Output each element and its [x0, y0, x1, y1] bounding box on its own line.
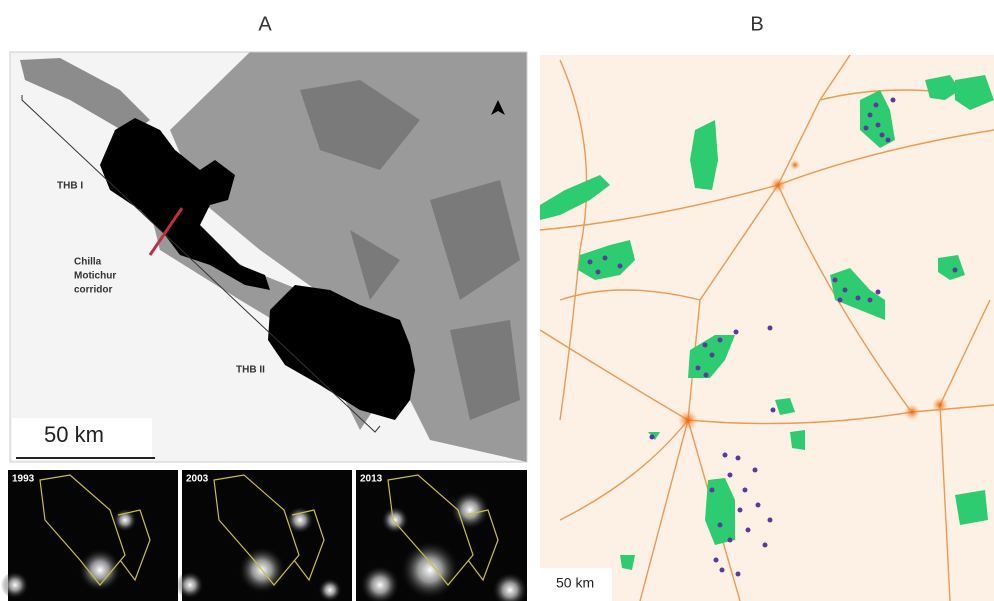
scale-label: 50 km	[44, 422, 104, 447]
map-label: THB II	[236, 365, 265, 376]
inset: 2013	[356, 470, 528, 601]
scale-label: 50 km	[556, 575, 594, 591]
inset-year: 2003	[186, 474, 209, 485]
panel-label: B	[750, 13, 763, 35]
map-b	[540, 55, 994, 601]
figure: A B THB I Chilla Motichur corridor THB I…	[0, 0, 994, 601]
panel-label: A	[258, 13, 272, 35]
map-label: Motichur	[74, 271, 116, 282]
map-label: corridor	[74, 285, 112, 296]
map-label: Chilla	[74, 257, 102, 268]
inset-year: 1993	[12, 474, 35, 485]
inset: 2003	[176, 470, 352, 601]
map-label: THB I	[57, 181, 83, 192]
inset-year: 2013	[360, 474, 383, 485]
inset: 1993	[1, 470, 178, 601]
